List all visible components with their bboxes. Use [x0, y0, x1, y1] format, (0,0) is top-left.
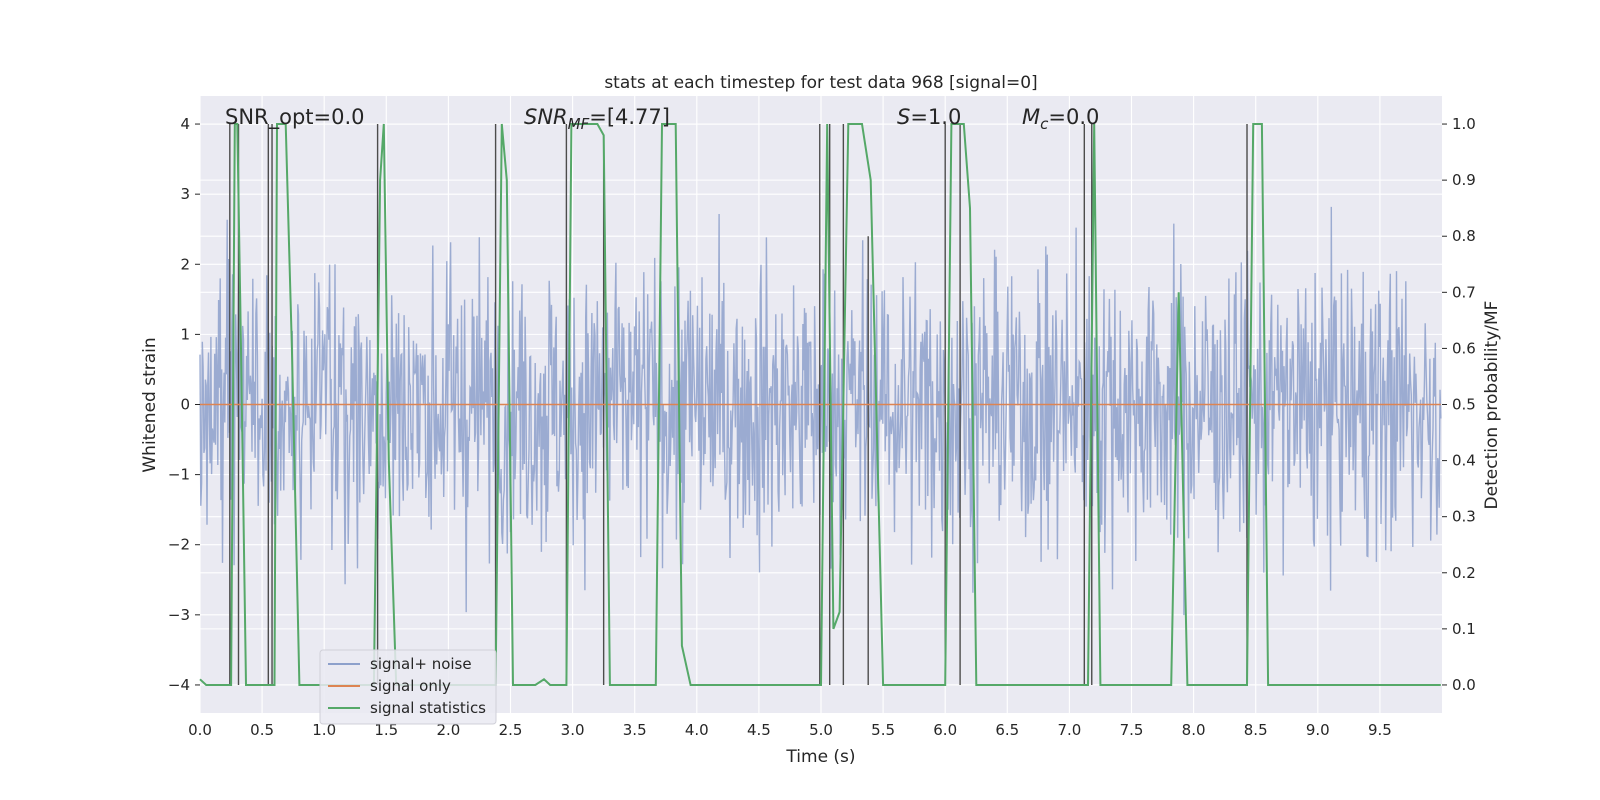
x-tick-label: 3.5	[623, 721, 647, 739]
x-tick-label: 4.5	[747, 721, 771, 739]
legend-label-signal-statistics: signal statistics	[370, 699, 486, 717]
plot-series-group	[199, 123, 1442, 686]
annotation-mc: Mc=0.0	[1022, 105, 1099, 133]
x-tick-label: 2.0	[436, 721, 460, 739]
x-tick-label: 8.0	[1182, 721, 1206, 739]
y-tick-label: 0	[180, 396, 190, 414]
y-right-tick-label: 0.3	[1452, 508, 1476, 526]
snr-mf-subscript: MF	[568, 115, 590, 133]
x-tick-label: 3.0	[561, 721, 585, 739]
legend-label-signal-only: signal only	[370, 677, 451, 695]
y-tick-label: 4	[180, 115, 190, 133]
x-tick-label: 0.5	[250, 721, 274, 739]
x-axis-ticks: 0.0 0.5 1.0 1.5 2.0 2.5 3.0 3.5 4.0 4.5 5.0 5.5 6.0 6…	[188, 721, 1392, 739]
y-tick-label: −4	[168, 676, 190, 694]
y-right-tick-label: 0.1	[1452, 620, 1476, 638]
chart-title: stats at each timestep for test data 968…	[604, 73, 1037, 93]
s-value: =1.0	[910, 105, 961, 129]
snr-mf-value: =[4.77]	[589, 105, 670, 129]
x-tick-label: 2.5	[499, 721, 523, 739]
x-tick-label: 9.0	[1306, 721, 1330, 739]
y-right-axis-ticks: 0.0 0.1 0.2 0.3 0.4 0.5 0.6 0.7 0.8 0.9 1.0	[1442, 115, 1476, 694]
y-right-tick-label: 0.8	[1452, 227, 1476, 245]
y-right-tick-label: 0.0	[1452, 676, 1476, 694]
y-right-tick-label: 0.4	[1452, 452, 1476, 470]
x-tick-label: 7.5	[1120, 721, 1144, 739]
annotation-s: S=1.0	[897, 105, 961, 129]
x-tick-label: 5.0	[809, 721, 833, 739]
x-tick-label: 9.5	[1368, 721, 1392, 739]
x-tick-label: 0.0	[188, 721, 212, 739]
y-tick-label: 3	[180, 185, 190, 203]
x-axis-title: Time (s)	[785, 747, 855, 767]
y-tick-label: 1	[180, 325, 190, 343]
y-tick-label: −1	[168, 466, 190, 484]
legend-box	[319, 649, 497, 725]
annotation-snr-mf: SNRMF=[4.77]	[524, 105, 670, 133]
x-tick-label: 8.5	[1244, 721, 1268, 739]
y-right-axis-title: Detection probability/MF	[1482, 301, 1502, 510]
y-right-tick-label: 0.9	[1452, 171, 1476, 189]
y-right-tick-label: 0.2	[1452, 564, 1476, 582]
x-tick-label: 6.5	[995, 721, 1019, 739]
x-tick-label: 4.0	[685, 721, 709, 739]
snr-mf-symbol: SNR	[524, 105, 568, 129]
mc-value: =0.0	[1048, 105, 1099, 129]
x-tick-label: 1.0	[312, 721, 336, 739]
annotation-snr-opt: SNR_opt=0.0	[225, 105, 365, 130]
x-tick-label: 7.0	[1057, 721, 1081, 739]
y-right-tick-label: 0.7	[1452, 283, 1476, 301]
mc-symbol: M	[1022, 105, 1040, 129]
y-right-tick-label: 0.6	[1452, 339, 1476, 357]
y-axis-title: Whitened strain	[140, 337, 160, 472]
x-tick-label: 5.5	[871, 721, 895, 739]
x-tick-label: 1.5	[374, 721, 398, 739]
y-axis-ticks: −4 −3 −2 −1 0 1 2 3 4	[168, 115, 200, 694]
s-symbol: S	[897, 105, 910, 129]
signal-statistics-series	[199, 123, 1441, 686]
y-tick-label: −3	[168, 606, 190, 624]
signal-statistics-line	[199, 123, 1441, 686]
mc-subscript: c	[1040, 115, 1049, 133]
y-right-tick-label: 0.5	[1452, 396, 1476, 414]
y-tick-label: 2	[180, 255, 190, 273]
x-tick-label: 6.0	[933, 721, 957, 739]
legend: signal+ noise signal only signal statist…	[319, 649, 497, 725]
legend-label-signal-noise: signal+ noise	[370, 655, 472, 673]
y-right-tick-label: 1.0	[1452, 115, 1476, 133]
y-tick-label: −2	[168, 536, 190, 554]
